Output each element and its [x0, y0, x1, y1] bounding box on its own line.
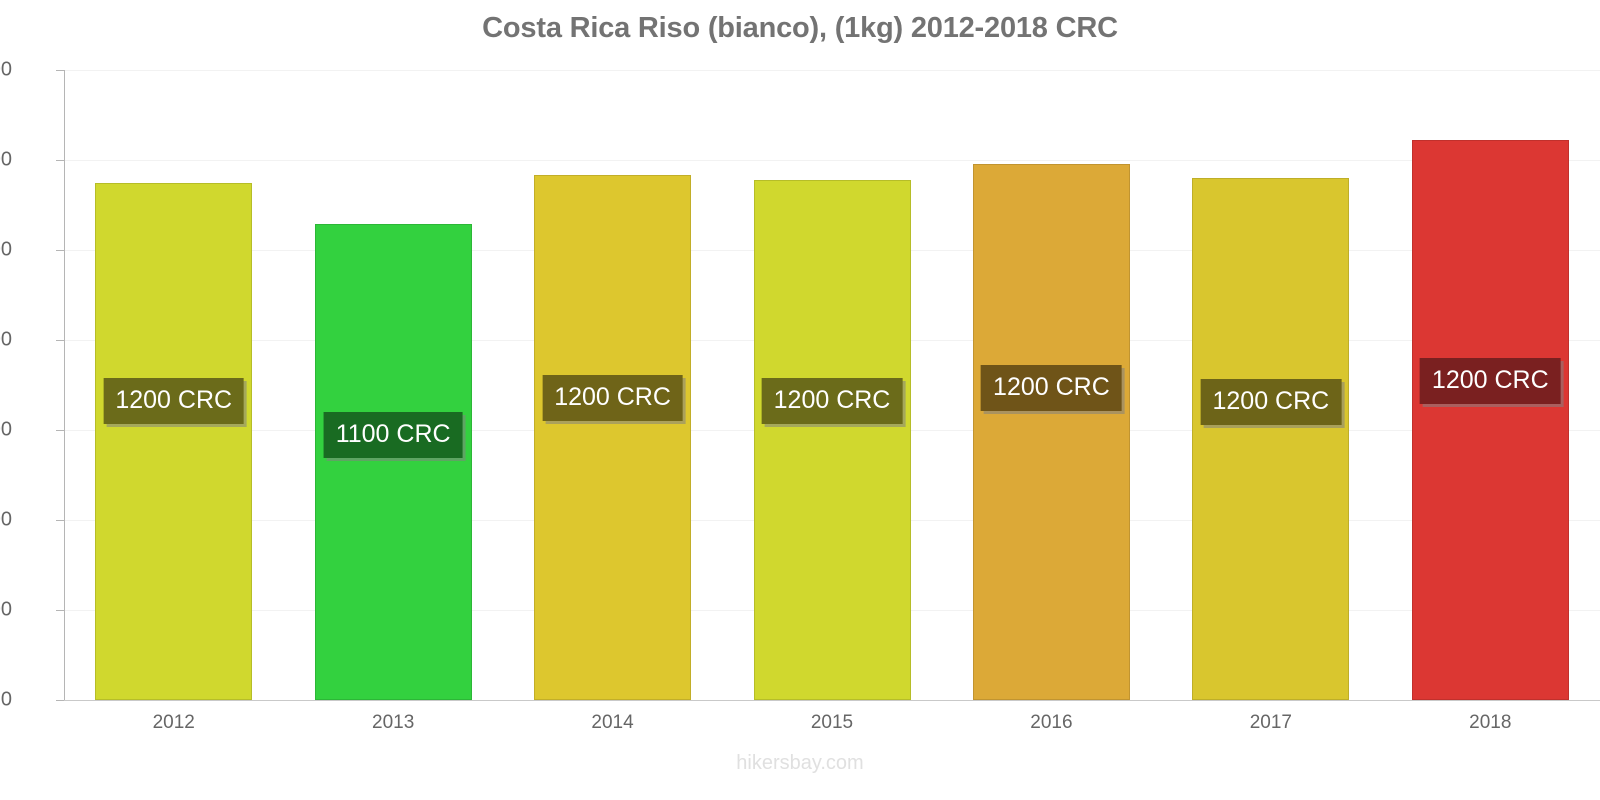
bar[interactable] — [95, 182, 253, 700]
bar[interactable] — [314, 223, 472, 700]
x-axis-line — [56, 700, 1600, 701]
y-tick-mark — [56, 340, 64, 341]
y-axis-line — [64, 70, 65, 700]
gridline — [64, 70, 1600, 71]
y-tick-label: 0 — [0, 688, 12, 711]
y-tick-mark — [56, 610, 64, 611]
bar-value-label: 1100 CRC — [323, 412, 463, 458]
y-tick-mark — [56, 160, 64, 161]
bar-value-label: 1200 CRC — [542, 375, 683, 421]
x-tick-label: 2017 — [1249, 712, 1292, 733]
y-tick-label: 1200 — [0, 148, 12, 171]
bar[interactable] — [753, 180, 911, 700]
y-tick-mark — [56, 70, 64, 71]
x-tick-label: 2013 — [372, 712, 415, 733]
y-tick-label: 800 — [0, 328, 12, 351]
y-tick-mark — [56, 520, 64, 521]
bar-value-label: 1200 CRC — [981, 365, 1122, 411]
bar[interactable] — [972, 164, 1130, 700]
y-tick-mark — [56, 250, 64, 251]
bar[interactable] — [1411, 139, 1569, 700]
x-tick-label: 2014 — [591, 712, 634, 733]
gridline — [64, 160, 1600, 161]
bar[interactable] — [534, 174, 692, 700]
x-tick-label: 2015 — [810, 712, 854, 733]
bar-value-label: 1200 CRC — [761, 378, 903, 424]
x-tick-label: 2016 — [1030, 712, 1073, 733]
y-tick-mark — [56, 430, 64, 431]
y-tick-label: 400 — [0, 508, 12, 531]
bar-value-label: 1200 CRC — [103, 378, 245, 424]
bar[interactable] — [1192, 178, 1350, 700]
y-tick-label: 1000 — [0, 238, 12, 261]
y-tick-label: 1400 — [0, 58, 12, 81]
watermark-footer: hikersbay.com — [736, 752, 864, 774]
bar-value-label: 1200 CRC — [1200, 379, 1342, 425]
y-tick-label: 200 — [0, 598, 12, 621]
bar-value-label: 1200 CRC — [1419, 358, 1561, 404]
y-tick-mark — [56, 700, 64, 701]
x-tick-label: 2012 — [152, 712, 195, 733]
chart-title: Costa Rica Riso (bianco), (1kg) 2012-201… — [482, 12, 1118, 44]
y-tick-label: 600 — [0, 418, 12, 441]
x-tick-label: 2018 — [1469, 712, 1512, 733]
